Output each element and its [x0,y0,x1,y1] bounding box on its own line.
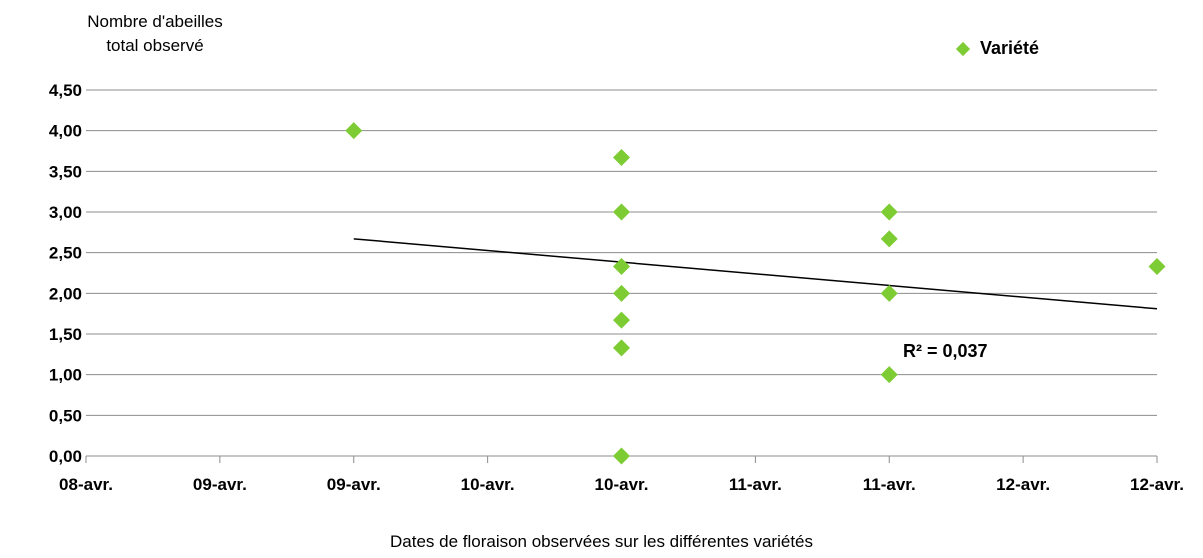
data-point [880,203,898,221]
data-point [613,339,630,357]
y-tick-label: 3,50 [49,162,82,181]
x-tick-label: 08-avr. [59,475,113,494]
y-tick-label: 1,50 [49,325,82,344]
y-tick-label: 3,00 [49,203,82,222]
y-axis-title-line-1: Nombre d'abeilles [87,12,223,31]
y-tick-label: 2,50 [49,244,82,263]
x-tick-label: 11-avr. [729,475,782,494]
y-axis-title: Nombre d'abeilles total observé [50,10,260,58]
x-axis-title: Dates de floraison observées sur les dif… [389,532,814,551]
y-tick-label: 0,50 [49,406,82,425]
data-point [345,122,363,140]
data-point [613,311,630,329]
data-point [613,149,630,167]
y-tick-label: 1,00 [49,366,82,385]
legend: Variété [955,38,1040,59]
data-point [880,230,898,248]
x-tick-label: 10-avr. [461,475,515,494]
y-tick-label: 4,50 [49,81,82,100]
legend-label: Variété [980,38,1040,58]
x-tick-label: 09-avr. [327,475,381,494]
data-point [613,447,630,465]
x-tick-label: 12-avr. [996,475,1050,494]
x-tick-label: 10-avr. [595,475,649,494]
x-tick-label: 09-avr. [193,475,247,494]
data-point [880,366,898,384]
data-point [613,257,630,275]
plot-area: 0,00 0,50 1,00 1,50 2,00 2,50 3,00 3,50 4,00 4,50… [49,81,1184,494]
y-tick-label: 4,00 [49,122,82,141]
y-tick-label: 0,00 [49,447,82,466]
trendline [353,238,1158,310]
y-axis-title-line-2: total observé [106,36,204,55]
x-tick-label: 11-avr. [863,475,916,494]
data-point [613,203,630,221]
x-tick-label: 12-avr. [1130,475,1184,494]
data-point [613,284,630,302]
data-point [880,284,898,302]
y-tick-label: 2,00 [49,284,82,303]
r-squared-label: R² = 0,037 [903,341,988,361]
data-point [1148,257,1166,275]
